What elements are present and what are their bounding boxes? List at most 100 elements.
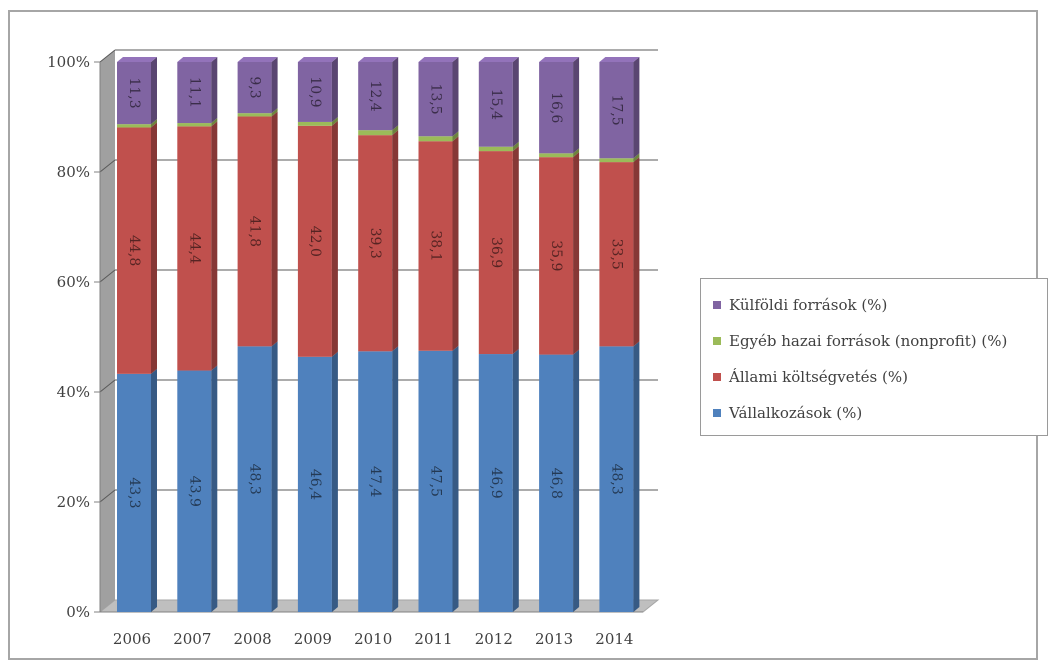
bar-2013-series-2	[539, 153, 574, 158]
legend-label: Egyéb hazai források (nonprofit) (%)	[729, 332, 1008, 350]
bar-2007-series-2	[177, 123, 212, 127]
data-label-2010-series-0: 47,4	[367, 466, 383, 497]
y-tick-label: 60%	[57, 273, 90, 291]
bar-side-2011-series-2	[452, 131, 459, 142]
bar-2007-series-3	[177, 62, 212, 124]
data-label-2008-series-3: 9,3	[247, 76, 263, 98]
bar-2009-series-2	[297, 121, 332, 126]
data-label-2008-series-1: 41,8	[247, 216, 263, 247]
gridline-side	[99, 159, 116, 173]
bar-side-2010-series-0	[392, 346, 399, 612]
legend-item-3: Külföldi források (%)	[713, 287, 1047, 323]
gridline-side	[99, 49, 116, 63]
bar-2010-series-2	[358, 130, 393, 136]
bar-side-2012-series-1	[512, 146, 519, 355]
bar-2014-series-3	[599, 62, 634, 159]
bar-side-2006-series-0	[151, 368, 157, 612]
x-tick-label-2014: 2014	[595, 630, 633, 648]
x-tick-label-2006: 2006	[113, 630, 151, 648]
bar-2013-series-0	[539, 354, 574, 612]
data-label-2010-series-1: 39,3	[367, 228, 383, 259]
bar-top-2008	[237, 57, 278, 62]
legend-item-1: Állami költségvetés (%)	[713, 359, 1047, 395]
bar-2006-series-1	[117, 127, 151, 374]
y-tick-label: 40%	[57, 383, 90, 401]
bar-2013-series-1	[539, 157, 574, 355]
data-label-2013-series-0: 46,8	[548, 468, 564, 499]
bar-side-2008-series-0	[271, 341, 278, 612]
data-label-2009-series-3: 10,9	[307, 76, 323, 107]
bar-side-2007-series-0	[211, 365, 218, 612]
chart-frame: 0% 20% 40% 60% 80% 100% 43,3 44,8 11,3 2006 43,9 44…	[8, 10, 1048, 660]
bar-side-2011-series-0	[452, 345, 459, 612]
bar-2008-series-2	[237, 113, 272, 117]
gridline-side	[99, 379, 116, 393]
data-label-2014-series-1: 33,5	[608, 239, 624, 270]
bar-side-2013-series-1	[573, 152, 580, 355]
legend-label: Vállalkozások (%)	[729, 404, 863, 422]
data-label-2012-series-3: 15,4	[488, 89, 504, 120]
data-label-2014-series-3: 17,5	[608, 95, 624, 126]
bar-side-2012-series-0	[512, 349, 519, 612]
bar-side-2006-series-2	[151, 119, 157, 128]
bar-2006-series-2	[117, 124, 151, 128]
bar-2008-series-3	[237, 62, 272, 114]
bar-side-2011-series-3	[452, 57, 459, 137]
bar-side-2010-series-1	[392, 130, 399, 352]
bar-side-2013-series-3	[573, 57, 580, 154]
bar-side-2008-series-3	[271, 57, 278, 114]
bar-top-2014	[599, 57, 640, 62]
bar-2006-series-3	[117, 62, 151, 125]
data-label-2011-series-0: 47,5	[428, 466, 444, 497]
data-label-2006-series-0: 43,3	[126, 477, 142, 508]
bar-2012-series-0	[478, 354, 513, 612]
bar-2011-series-3	[418, 62, 453, 137]
bar-2011-series-1	[418, 141, 453, 351]
bar-side-2008-series-2	[271, 108, 278, 117]
data-label-2009-series-1: 42,0	[307, 226, 323, 257]
data-label-2008-series-0: 48,3	[247, 464, 263, 495]
bar-2014-series-2	[599, 158, 634, 163]
bar-side-2014-series-0	[633, 341, 640, 612]
bar-top-2010	[358, 57, 399, 62]
bar-2007-series-1	[177, 126, 212, 371]
data-label-2007-series-3: 11,1	[186, 77, 202, 108]
data-label-2013-series-1: 35,9	[548, 240, 564, 271]
bar-top-2009	[297, 57, 338, 62]
bar-2008-series-0	[237, 346, 272, 612]
bar-side-2006-series-1	[151, 122, 157, 374]
bar-2009-series-3	[297, 62, 332, 122]
bar-2011-series-0	[418, 350, 453, 612]
bar-2010-series-1	[358, 135, 393, 352]
legend-swatch	[713, 373, 721, 381]
bar-side-2014-series-1	[633, 157, 640, 347]
bar-2014-series-0	[599, 346, 634, 612]
bar-side-2009-series-1	[331, 120, 338, 357]
data-label-2009-series-0: 46,4	[307, 469, 323, 500]
data-label-2011-series-3: 13,5	[428, 84, 444, 115]
y-tick-label: 100%	[47, 53, 90, 71]
bar-side-2014-series-3	[633, 57, 640, 159]
bar-side-2012-series-3	[512, 57, 519, 147]
x-tick-label-2013: 2013	[535, 630, 573, 648]
bar-2010-series-0	[358, 351, 393, 612]
data-label-2013-series-3: 16,6	[548, 92, 564, 123]
data-label-2012-series-0: 46,9	[488, 467, 504, 498]
gridline-side	[99, 489, 116, 503]
legend: Külföldi források (%) Egyéb hazai forráso…	[700, 278, 1048, 436]
legend-label: Külföldi források (%)	[729, 296, 888, 314]
bar-top-2013	[539, 57, 580, 62]
data-label-2006-series-1: 44,8	[126, 235, 142, 266]
bar-side-2007-series-3	[211, 57, 218, 124]
bar-side-2008-series-1	[271, 111, 278, 347]
data-label-2007-series-1: 44,4	[186, 233, 202, 264]
bar-2012-series-3	[478, 62, 513, 147]
bar-top-2012	[478, 57, 519, 62]
bar-side-2013-series-0	[573, 349, 580, 612]
x-tick-label-2012: 2012	[475, 630, 513, 648]
y-tick-label: 20%	[57, 493, 90, 511]
data-label-2012-series-1: 36,9	[488, 237, 504, 268]
side-wall	[100, 50, 115, 612]
bar-2008-series-1	[237, 116, 272, 347]
bar-2011-series-2	[418, 136, 453, 142]
